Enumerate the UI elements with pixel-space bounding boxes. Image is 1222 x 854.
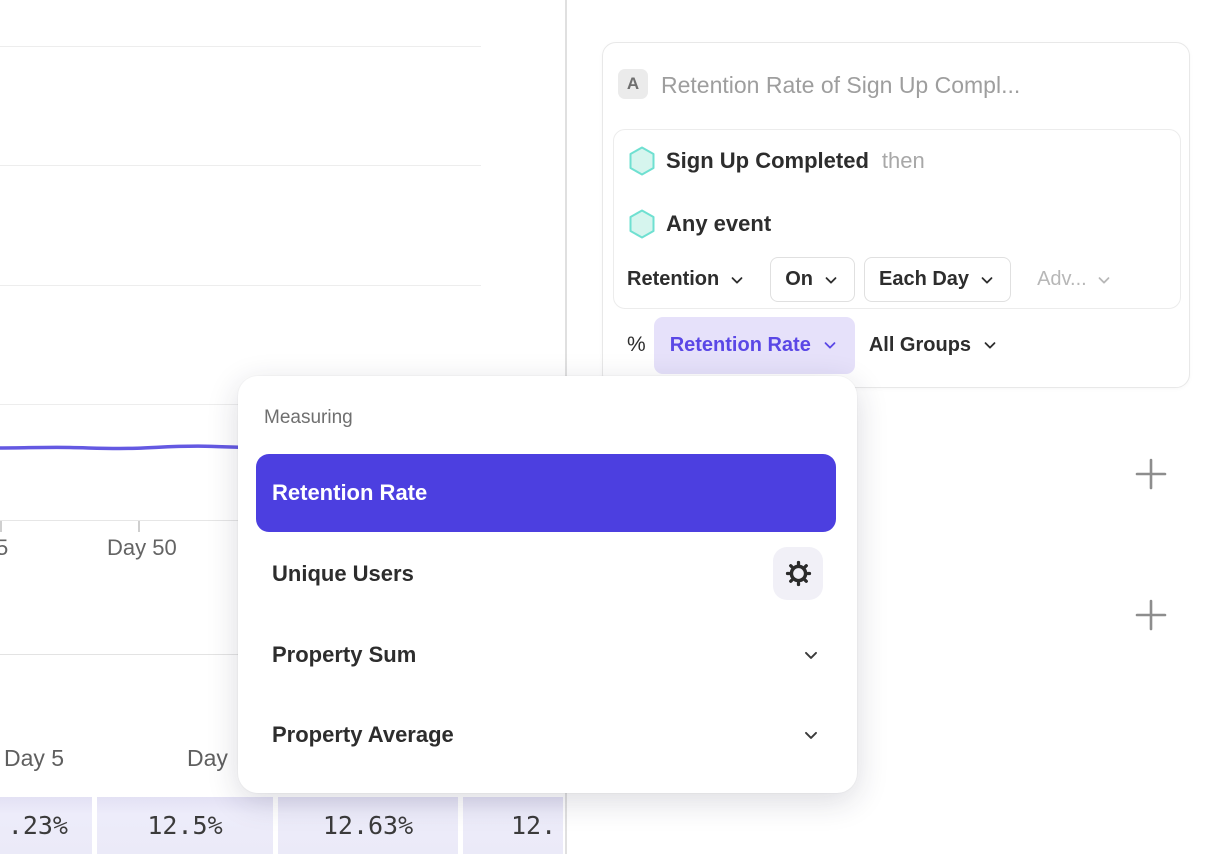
event-hexagon-icon bbox=[629, 146, 655, 176]
return-event-row[interactable]: Any event bbox=[629, 207, 771, 241]
on-dropdown[interactable]: On bbox=[770, 257, 855, 302]
retention-type-dropdown[interactable]: Retention bbox=[627, 268, 746, 291]
measuring-menu: Measuring Retention Rate Unique Users bbox=[238, 376, 857, 793]
chevron-down-icon bbox=[825, 276, 837, 284]
event-hexagon-icon bbox=[629, 209, 655, 239]
retention-controls-row: Retention On Each Day bbox=[627, 257, 1113, 302]
table-cell[interactable]: 12. bbox=[463, 797, 563, 854]
groups-label: All Groups bbox=[868, 333, 972, 356]
x-axis-tick bbox=[138, 521, 140, 532]
table-header-day: Day bbox=[187, 745, 228, 771]
return-event-name[interactable]: Any event bbox=[666, 211, 772, 236]
series-a-badge: A bbox=[618, 69, 648, 99]
menu-item-property-average[interactable]: Property Average bbox=[256, 704, 839, 766]
metric-dropdown[interactable]: Retention Rate bbox=[653, 316, 855, 374]
menu-item-label: Property Average bbox=[272, 722, 454, 747]
chevron-down-icon bbox=[1098, 276, 1110, 284]
report-title: Retention Rate of Sign Up Compl... bbox=[661, 72, 1021, 98]
first-event-name[interactable]: Sign Up Completed bbox=[666, 148, 869, 173]
retention-type-label: Retention bbox=[627, 268, 720, 290]
x-tick-label-partial: 5 bbox=[0, 535, 9, 560]
x-tick-label-day50: Day 50 bbox=[107, 535, 177, 560]
query-builder-card: A Retention Rate of Sign Up Compl... Sig… bbox=[602, 42, 1190, 388]
interval-dropdown[interactable]: Each Day bbox=[864, 257, 1012, 302]
plus-icon bbox=[1135, 458, 1167, 490]
gridline bbox=[0, 46, 481, 47]
chevron-down-icon bbox=[981, 276, 993, 284]
table-header-day5: Day 5 bbox=[4, 745, 65, 771]
chevron-down-icon bbox=[805, 731, 817, 739]
measurement-row: % Retention Rate All Groups bbox=[627, 316, 999, 374]
chevron-down-icon bbox=[984, 342, 996, 349]
chevron-down-icon bbox=[824, 342, 836, 349]
chevron-down-icon bbox=[731, 276, 743, 284]
x-axis-tick bbox=[0, 521, 2, 532]
on-label: On bbox=[785, 268, 813, 290]
interval-label: Each Day bbox=[879, 268, 970, 290]
menu-item-property-sum[interactable]: Property Sum bbox=[256, 624, 839, 686]
measuring-menu-header: Measuring bbox=[264, 407, 353, 428]
gridline bbox=[0, 165, 481, 166]
menu-item-label: Retention Rate bbox=[272, 480, 428, 505]
advanced-label: Adv... bbox=[1037, 268, 1087, 290]
plus-icon bbox=[1135, 599, 1167, 631]
menu-item-label: Unique Users bbox=[272, 561, 414, 586]
table-cell[interactable]: 12.5% bbox=[97, 797, 273, 854]
gear-icon bbox=[785, 560, 811, 587]
first-event-row[interactable]: Sign Up Completed then bbox=[629, 144, 925, 178]
table-cell[interactable]: 12.63% bbox=[278, 797, 458, 854]
advanced-dropdown[interactable]: Adv... bbox=[1037, 268, 1113, 291]
chevron-down-icon bbox=[805, 651, 817, 659]
metric-label: Retention Rate bbox=[669, 333, 811, 356]
gridline bbox=[0, 285, 481, 286]
add-series-button[interactable] bbox=[1134, 457, 1168, 491]
add-filter-button[interactable] bbox=[1134, 598, 1168, 632]
groups-dropdown[interactable]: All Groups bbox=[869, 334, 999, 357]
menu-item-label: Property Sum bbox=[272, 642, 417, 667]
menu-item-retention-rate[interactable]: Retention Rate bbox=[256, 454, 836, 532]
menu-item-unique-users[interactable]: Unique Users bbox=[256, 543, 839, 605]
retention-steps-card: Sign Up Completed then Any event Retenti… bbox=[613, 129, 1181, 309]
then-label: then bbox=[881, 148, 925, 173]
percent-symbol: % bbox=[627, 333, 646, 356]
unique-users-settings-button[interactable] bbox=[773, 547, 823, 600]
table-cell[interactable]: .23% bbox=[0, 797, 92, 854]
